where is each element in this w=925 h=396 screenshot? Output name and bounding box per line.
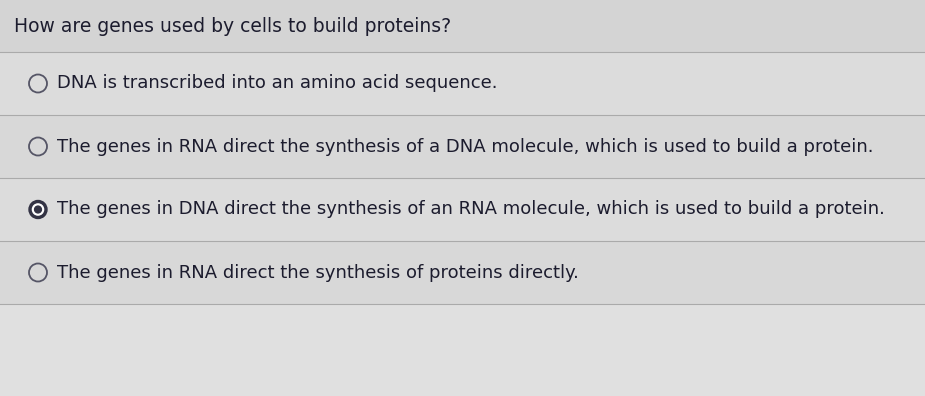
Bar <box>0 178 925 241</box>
Text: The genes in RNA direct the synthesis of a DNA molecule, which is used to build : The genes in RNA direct the synthesis of… <box>57 137 873 156</box>
Circle shape <box>32 204 43 215</box>
Bar <box>0 241 925 304</box>
Bar <box>0 115 925 178</box>
Text: How are genes used by cells to build proteins?: How are genes used by cells to build pro… <box>14 17 451 36</box>
Bar <box>0 0 925 52</box>
Text: The genes in RNA direct the synthesis of proteins directly.: The genes in RNA direct the synthesis of… <box>57 263 579 282</box>
Circle shape <box>29 200 47 219</box>
Text: The genes in DNA direct the synthesis of an RNA molecule, which is used to build: The genes in DNA direct the synthesis of… <box>57 200 885 219</box>
Bar <box>0 52 925 115</box>
Text: DNA is transcribed into an amino acid sequence.: DNA is transcribed into an amino acid se… <box>57 74 498 93</box>
Circle shape <box>34 206 42 213</box>
